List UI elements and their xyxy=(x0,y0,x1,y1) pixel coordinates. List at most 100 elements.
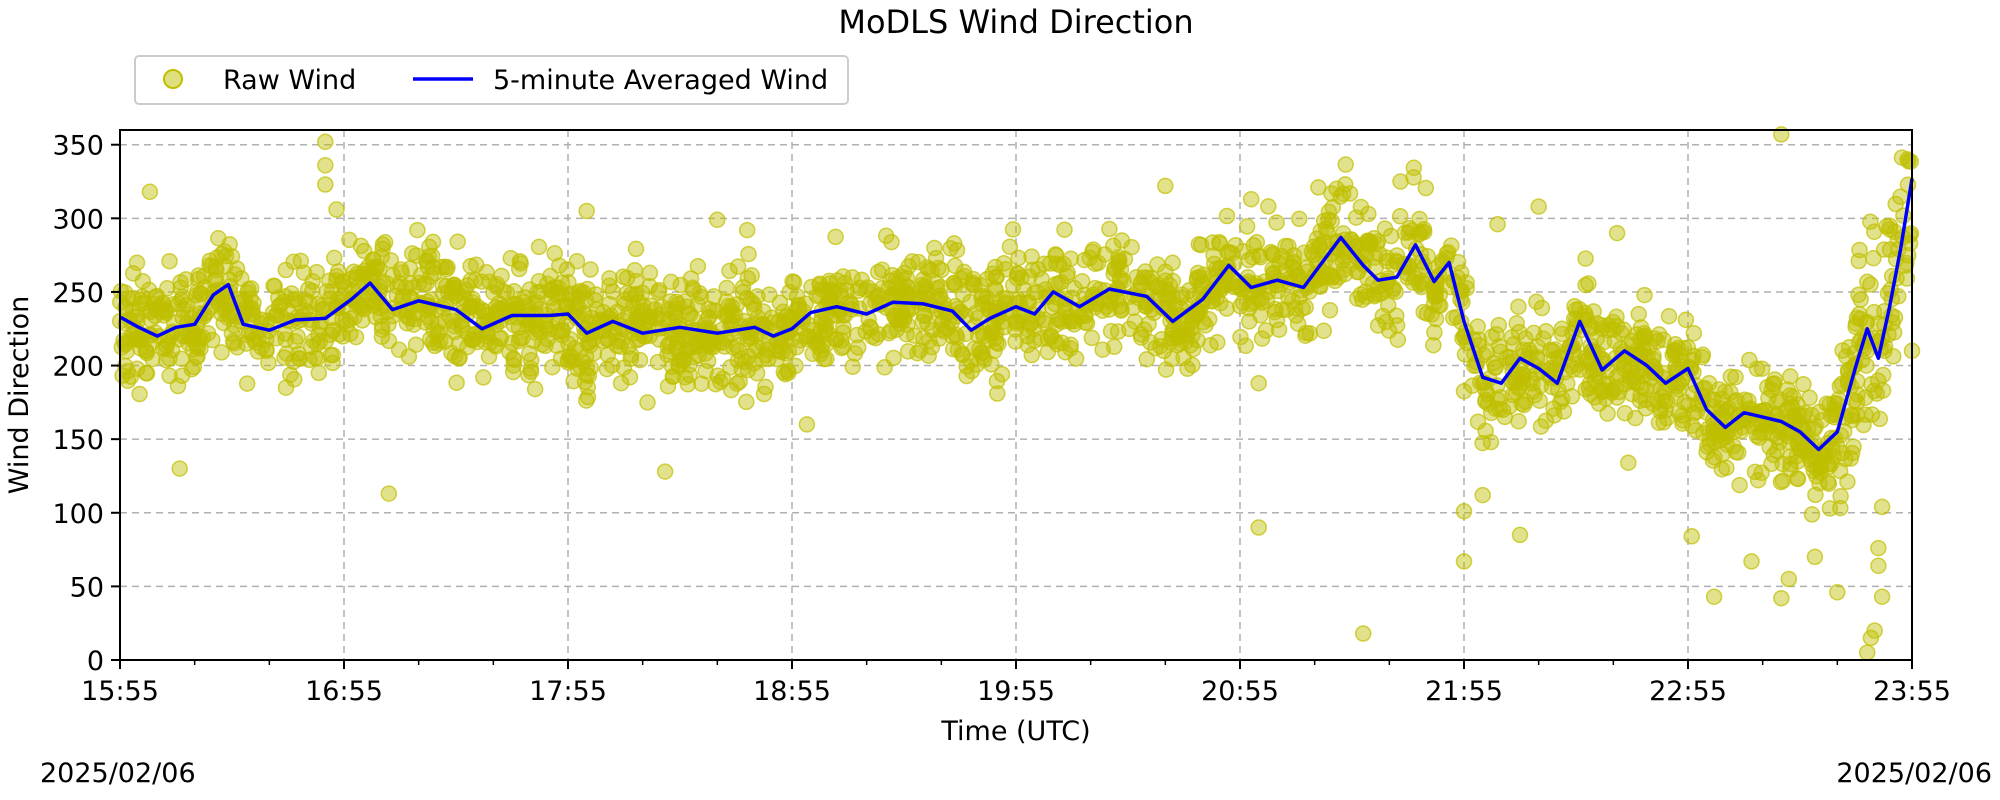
raw-wind-point xyxy=(1257,322,1275,339)
y-tick-label: 200 xyxy=(52,352,104,383)
raw-wind-point xyxy=(1834,342,1851,359)
raw-wind-point xyxy=(239,284,256,301)
raw-wind-point xyxy=(906,327,923,344)
raw-wind-point xyxy=(133,288,151,305)
raw-wind-point xyxy=(1616,404,1634,422)
raw-wind-point xyxy=(1026,284,1043,302)
raw-wind-point xyxy=(578,392,595,409)
raw-wind-point xyxy=(822,281,839,298)
raw-wind-point xyxy=(742,293,760,310)
raw-wind-point xyxy=(324,346,342,364)
raw-wind-point xyxy=(1425,336,1442,354)
raw-wind-point xyxy=(1577,381,1595,398)
y-tick-label: 0 xyxy=(87,646,104,677)
raw-wind-point xyxy=(1400,224,1417,241)
raw-wind-point xyxy=(1852,291,1869,308)
raw-wind-point xyxy=(697,362,714,380)
raw-wind-point xyxy=(277,331,295,348)
raw-wind-point xyxy=(745,295,762,313)
raw-wind-point xyxy=(739,361,757,379)
raw-wind-point xyxy=(161,252,178,270)
raw-wind-point xyxy=(1806,548,1824,566)
raw-wind-point xyxy=(583,309,600,326)
raw-wind-point xyxy=(1857,406,1874,424)
raw-wind-point xyxy=(827,228,844,246)
raw-wind-point xyxy=(1774,455,1791,473)
raw-wind-point xyxy=(1295,244,1313,261)
raw-wind-point xyxy=(989,385,1006,402)
raw-wind-point xyxy=(1535,330,1552,347)
raw-wind-point xyxy=(1076,305,1093,323)
raw-wind-point xyxy=(1184,326,1201,344)
raw-wind-point xyxy=(1083,329,1101,347)
raw-wind-point xyxy=(213,344,230,361)
raw-wind-point xyxy=(1264,246,1282,264)
raw-wind-point xyxy=(511,329,528,347)
raw-wind-point xyxy=(616,295,634,312)
raw-wind-point xyxy=(448,374,465,391)
raw-wind-point xyxy=(1310,179,1327,196)
y-axis-label: Wind Direction xyxy=(4,296,35,494)
raw-wind-point xyxy=(174,300,192,318)
raw-wind-point xyxy=(1242,190,1260,208)
raw-wind-point xyxy=(1023,346,1041,364)
raw-wind-point xyxy=(1278,301,1295,318)
raw-wind-point xyxy=(599,346,617,364)
raw-wind-point xyxy=(861,318,879,336)
raw-wind-point xyxy=(1426,324,1443,341)
raw-wind-point xyxy=(1892,188,1909,206)
raw-wind-point xyxy=(277,261,295,279)
raw-wind-point xyxy=(993,365,1011,383)
raw-wind-point xyxy=(1496,408,1514,426)
raw-wind-point xyxy=(1382,227,1400,245)
raw-wind-point xyxy=(627,240,645,258)
x-tick-label: 22:55 xyxy=(1649,676,1727,707)
x-tick-label: 20:55 xyxy=(1201,676,1279,707)
raw-wind-point xyxy=(488,275,506,293)
raw-wind-point xyxy=(266,278,284,295)
raw-wind-point xyxy=(1822,455,1840,473)
raw-wind-point xyxy=(443,344,460,362)
raw-wind-point xyxy=(1132,326,1150,343)
raw-wind-point xyxy=(1253,330,1271,347)
raw-wind-point xyxy=(1608,368,1625,386)
raw-wind-point xyxy=(317,157,334,174)
y-tick-label: 250 xyxy=(52,278,104,309)
y-tick-label: 150 xyxy=(52,425,104,456)
raw-wind-point xyxy=(530,238,548,256)
raw-wind-point xyxy=(1510,298,1527,315)
raw-wind-point xyxy=(1341,185,1359,202)
raw-wind-point xyxy=(1153,280,1170,297)
raw-wind-point xyxy=(1873,498,1891,516)
raw-wind-point xyxy=(1731,476,1748,494)
raw-wind-point xyxy=(380,485,398,502)
raw-wind-point xyxy=(459,338,476,356)
raw-wind-point xyxy=(504,363,522,381)
raw-wind-point xyxy=(1821,396,1838,413)
raw-wind-point xyxy=(904,253,921,270)
raw-wind-point xyxy=(635,314,653,332)
raw-wind-point xyxy=(1785,408,1803,425)
raw-wind-point xyxy=(797,295,814,312)
raw-wind-point xyxy=(656,463,674,480)
raw-wind-point xyxy=(1722,368,1740,385)
raw-wind-point xyxy=(1250,519,1267,536)
raw-wind-point xyxy=(1577,349,1594,366)
raw-wind-point xyxy=(1821,500,1839,517)
raw-wind-point xyxy=(578,202,595,220)
raw-wind-point xyxy=(445,277,463,294)
raw-wind-point xyxy=(1057,343,1074,361)
raw-wind-point xyxy=(1270,321,1288,338)
raw-wind-point xyxy=(1112,302,1130,319)
raw-wind-point xyxy=(614,268,632,286)
raw-wind-point xyxy=(1379,297,1397,314)
raw-wind-point xyxy=(191,331,209,348)
start-date: 2025/02/06 xyxy=(40,758,196,789)
raw-wind-point xyxy=(945,274,963,292)
raw-wind-point xyxy=(621,369,639,386)
raw-wind-point xyxy=(1743,553,1760,570)
raw-wind-point xyxy=(1839,473,1856,490)
y-tick-label: 300 xyxy=(52,204,104,235)
raw-wind-point xyxy=(1717,428,1735,446)
